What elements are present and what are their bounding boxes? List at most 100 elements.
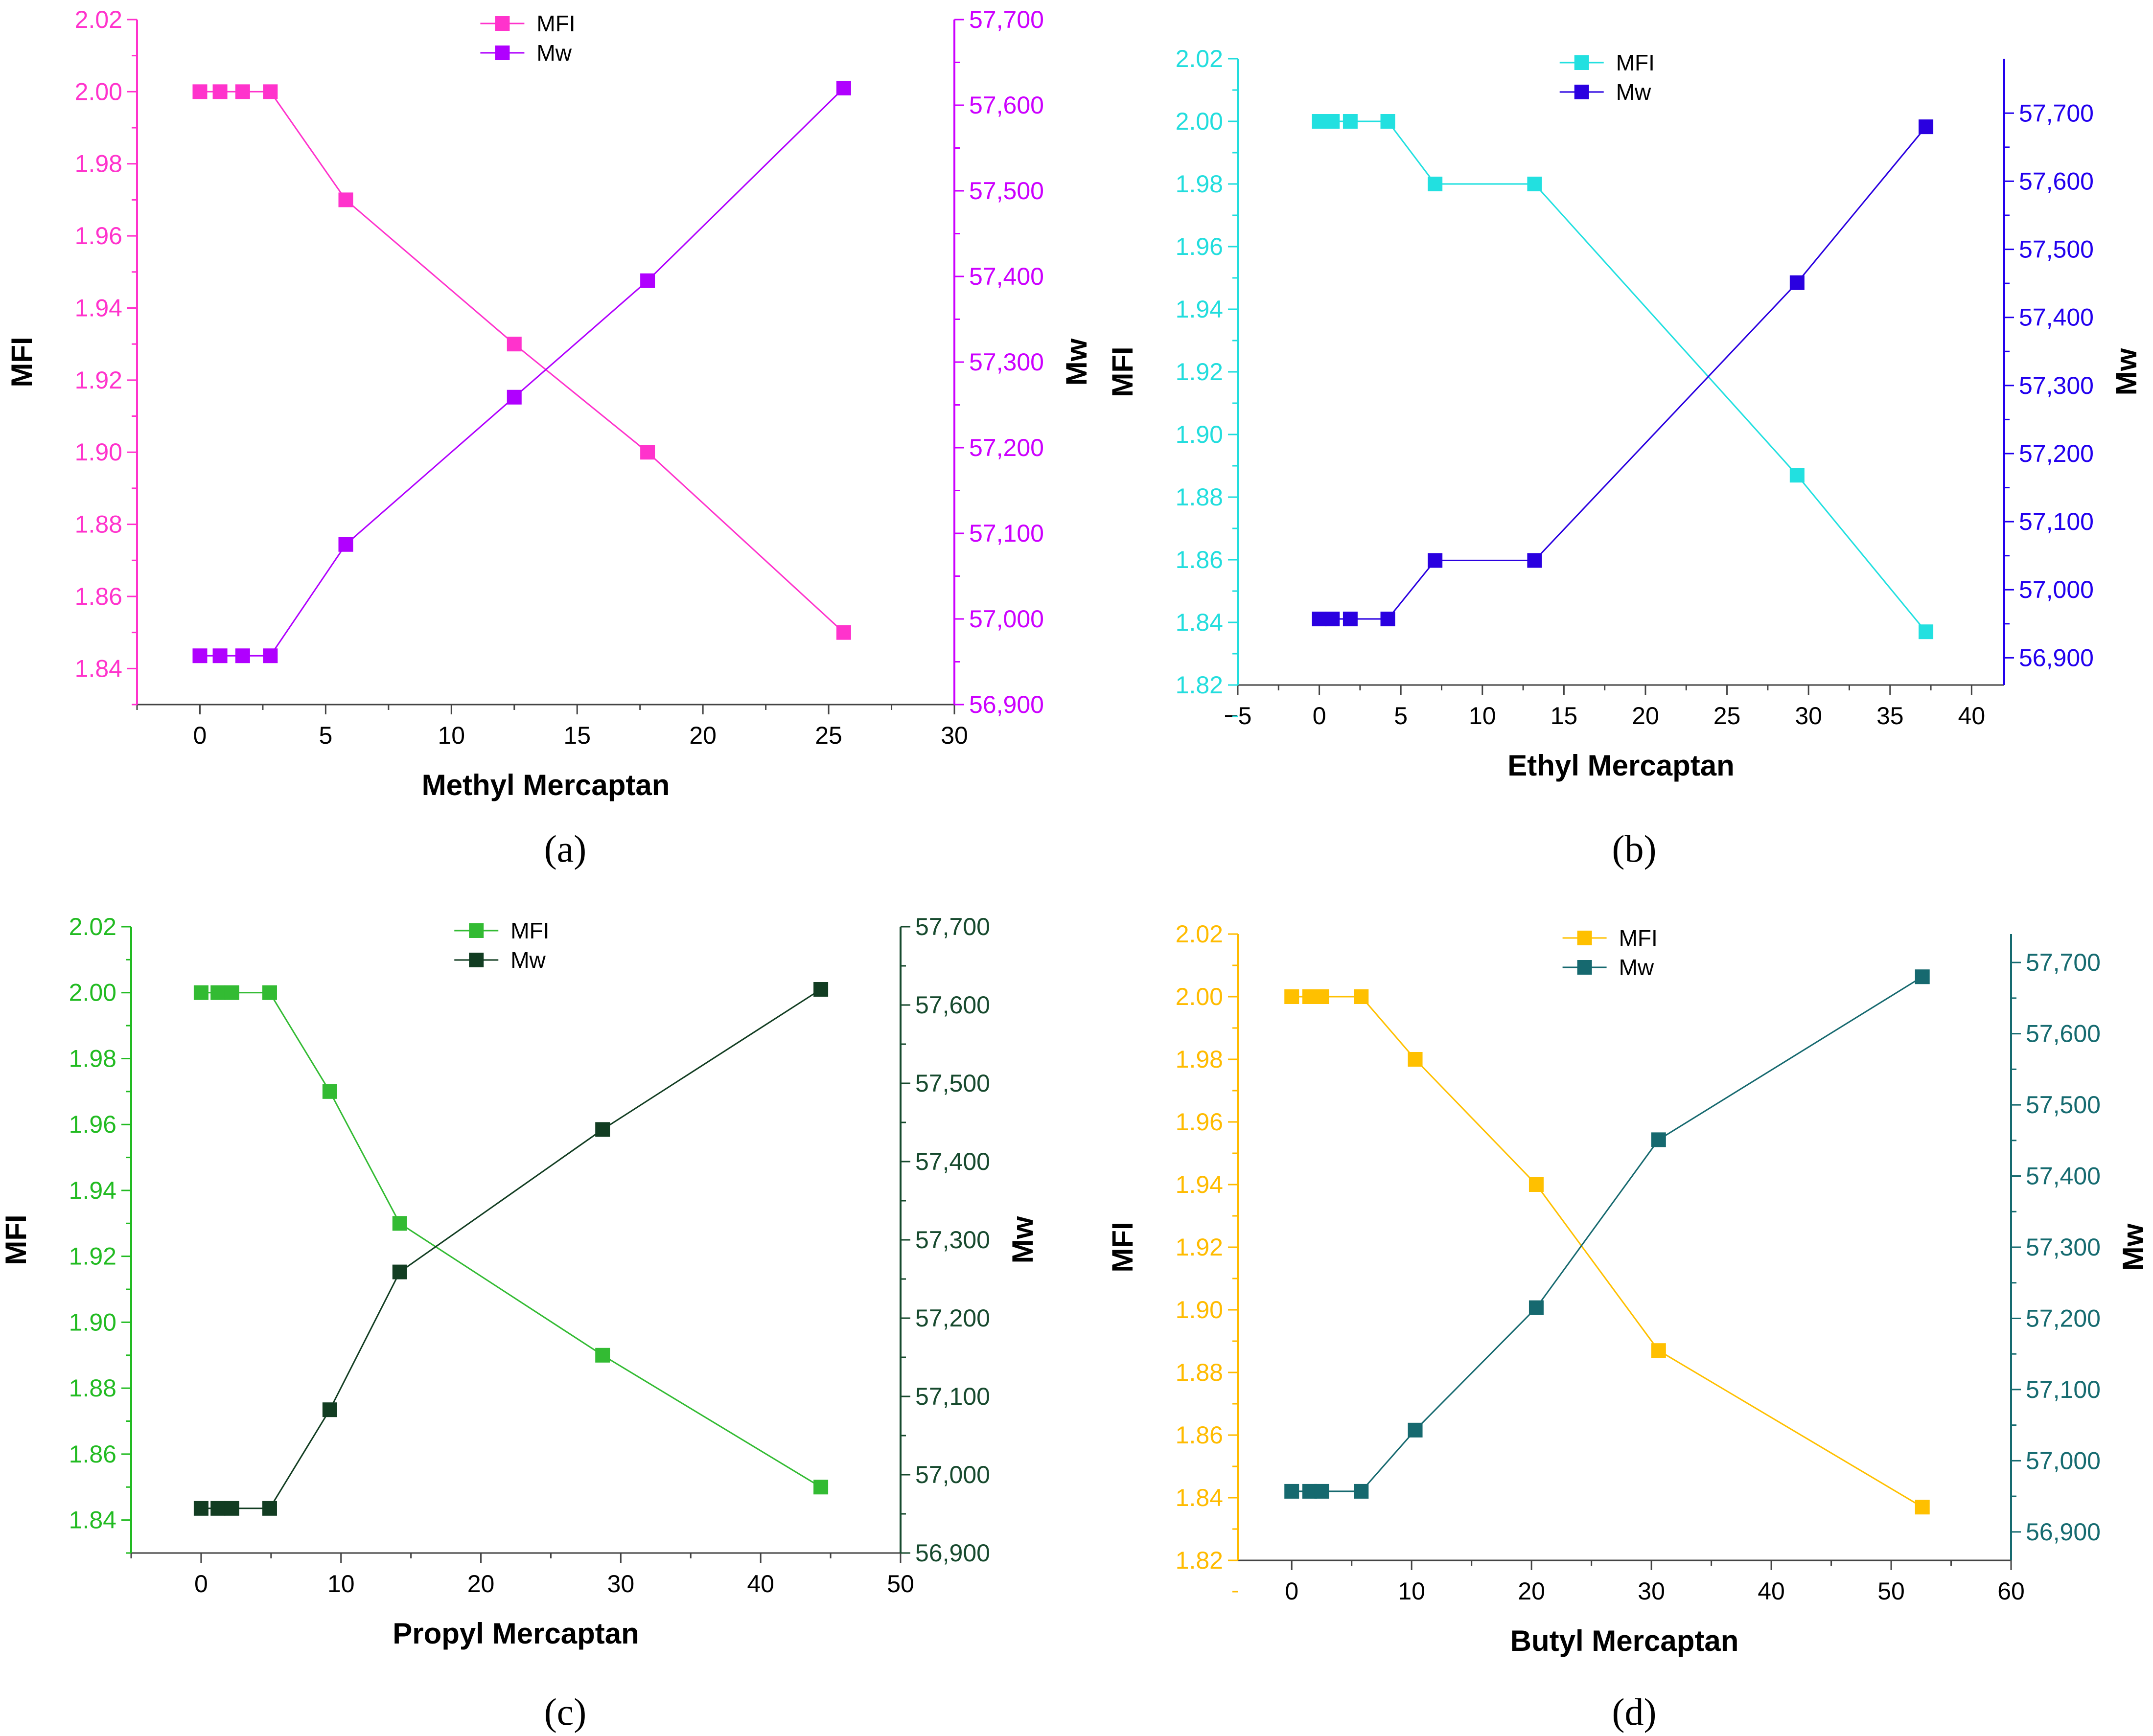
y2-tick-label: 57,500 [2019, 236, 2094, 263]
y2-axis-title: Mw [1006, 1216, 1039, 1263]
y2-axis-title: Mw [2117, 1223, 2150, 1271]
y2-tick-label: 57,200 [915, 1304, 990, 1332]
y2-tick-label: 57,600 [915, 991, 990, 1019]
legend-marker [1574, 55, 1589, 70]
y-tick-label: 1.84 [1176, 1484, 1223, 1511]
y-tick-label: 1.94 [69, 1177, 116, 1204]
y2-tick-label: 56,900 [915, 1539, 990, 1567]
y-tick-label: 1.86 [69, 1440, 116, 1468]
legend-label: MFI [536, 11, 575, 36]
data-point-mfi [1790, 468, 1805, 482]
data-point-mw [210, 1501, 225, 1516]
y-tick-label: 1.90 [1176, 421, 1223, 448]
data-point-mw [1651, 1132, 1666, 1147]
y-tick-label: 1.96 [1176, 1108, 1223, 1136]
y-tick-label: 1.88 [1176, 483, 1223, 511]
y2-tick-label: 57,100 [969, 520, 1044, 547]
y2-tick-label: 57,400 [915, 1148, 990, 1175]
data-point-mw [1354, 1484, 1368, 1499]
caption-d: (d) [1536, 1690, 1732, 1734]
y2-tick-label: 57,100 [2026, 1376, 2101, 1403]
x-tick-label: 30 [1638, 1577, 1665, 1605]
chart-panel-b: −5 0 5 10 15 20 25 30 35 40 Ethyl Mercaptan 1.82 1.8… [1076, 0, 2153, 868]
x-tick-label: 60 [1997, 1577, 2025, 1605]
x-tick-label: 0 [194, 1570, 208, 1598]
data-point-mfi [213, 84, 228, 99]
y-axis-title: MFI [5, 337, 38, 387]
data-point-mfi [836, 625, 851, 640]
y2-tick-label: 57,200 [969, 434, 1044, 461]
legend-marker [1574, 85, 1589, 99]
data-point-mfi [813, 1480, 828, 1494]
x-tick-label: 25 [815, 722, 842, 749]
y2-tick-label: 57,000 [2026, 1447, 2101, 1474]
data-point-mfi [1915, 1500, 1930, 1514]
data-point-mfi [1381, 114, 1395, 129]
y2-tick-label: 57,000 [2019, 576, 2094, 603]
chart-a: 0 5 10 15 20 25 30 Methyl Mercaptan 1.84 1.86 1.88… [0, 0, 1076, 868]
x-tick-label: 5 [1394, 702, 1408, 730]
y2-axis-title: Mw [2110, 348, 2143, 395]
y2-tick-label: 57,400 [2019, 304, 2094, 331]
y-tick-label: 1.98 [1176, 1046, 1223, 1073]
x-tick-label: 25 [1713, 702, 1741, 730]
y-tick-label: 2.02 [1176, 920, 1223, 948]
data-point-mfi [235, 84, 250, 99]
data-point-mfi [1529, 1177, 1544, 1192]
x-tick-label: 0 [193, 722, 207, 749]
y2-tick-label: 57,400 [2026, 1163, 2101, 1190]
data-point-mw [1312, 612, 1327, 626]
y2-tick-label: 57,400 [969, 263, 1044, 290]
data-point-mw [1919, 119, 1933, 134]
y-tick-label: 2.02 [1176, 45, 1223, 72]
y2-tick-label: 57,600 [2019, 167, 2094, 195]
legend-marker [1577, 960, 1592, 975]
y-tick-label: 1.90 [1176, 1296, 1223, 1324]
data-point-mfi [194, 985, 208, 1000]
y2-tick-label: 57,100 [915, 1383, 990, 1410]
y-tick-label: 1.84 [1176, 609, 1223, 636]
series-line-mw [1292, 977, 1922, 1491]
y-tick-label: 1.86 [75, 583, 122, 610]
legend-label: Mw [1616, 79, 1651, 105]
data-point-mfi [262, 985, 277, 1000]
y-tick-label: 1.96 [75, 222, 122, 250]
data-point-mfi [1651, 1343, 1666, 1358]
data-point-mw [338, 537, 353, 552]
x-tick-label: 20 [689, 722, 717, 749]
data-point-mw [213, 648, 228, 663]
y-tick-label: 2.00 [75, 78, 122, 105]
y-axis-title: MFI [1106, 1222, 1139, 1272]
legend-label: MFI [510, 918, 549, 943]
x-tick-label: 10 [1469, 702, 1496, 730]
data-point-mfi [1919, 624, 1933, 639]
data-point-mfi [1354, 989, 1368, 1004]
y2-tick-label: 57,100 [2019, 508, 2094, 535]
y2-tick-label: 56,900 [2019, 644, 2094, 671]
data-point-mw [1314, 1484, 1329, 1499]
y-tick-label: 1.92 [69, 1243, 116, 1270]
data-point-mfi [1284, 989, 1299, 1004]
y-tick-label: 1.88 [69, 1374, 116, 1402]
legend-marker [495, 16, 509, 31]
y-tick-label: 1.92 [1176, 1233, 1223, 1261]
y-tick-label: 1.98 [1176, 170, 1223, 198]
data-point-mw [595, 1122, 610, 1137]
caption-a: (a) [467, 827, 663, 871]
data-point-mfi [1408, 1052, 1423, 1067]
legend-label: MFI [1616, 50, 1655, 75]
legend-label: Mw [510, 947, 546, 973]
data-point-mw [263, 648, 278, 663]
y2-tick-label: 57,700 [915, 913, 990, 940]
y-tick-label: 1.88 [75, 511, 122, 538]
y2-tick-label: 57,000 [915, 1461, 990, 1488]
y-tick-label: 2.00 [1176, 983, 1223, 1010]
caption-b: (b) [1536, 827, 1732, 871]
y2-tick-label: 57,700 [2026, 949, 2101, 976]
x-tick-label: 50 [1877, 1577, 1905, 1605]
y2-tick-label: 57,600 [2026, 1020, 2101, 1048]
data-point-mfi [393, 1216, 407, 1231]
data-point-mw [192, 648, 207, 663]
data-point-mfi [595, 1348, 610, 1363]
data-point-mw [1284, 1484, 1299, 1499]
